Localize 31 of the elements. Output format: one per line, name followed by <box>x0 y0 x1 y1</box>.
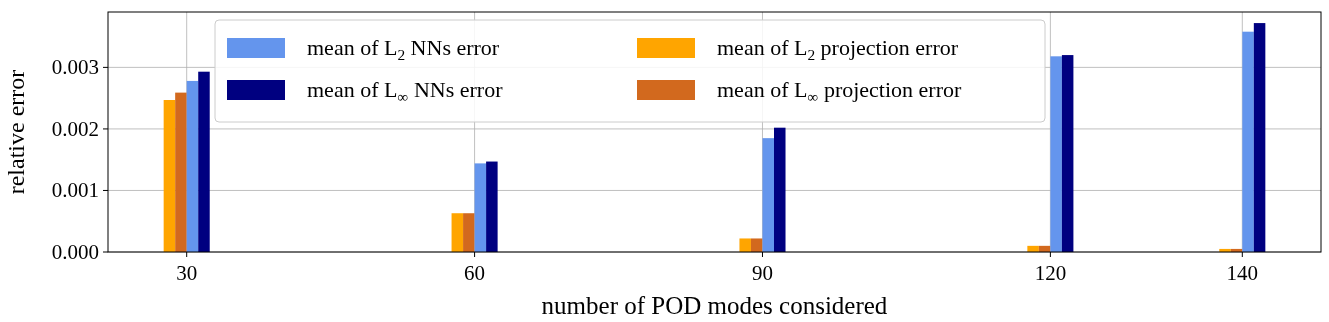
bar <box>451 213 464 252</box>
bar <box>474 163 487 252</box>
bar <box>175 92 187 252</box>
bar <box>1253 23 1266 252</box>
bar <box>1050 56 1062 252</box>
x-tick-label: 60 <box>464 261 486 285</box>
y-tick-label: 0.001 <box>51 178 99 203</box>
x-tick-label: 120 <box>1034 261 1067 285</box>
bar <box>463 213 475 252</box>
bar <box>750 238 763 252</box>
x-tick-label: 90 <box>751 261 773 285</box>
legend-label: mean of L$_{2}$ projection error <box>717 35 959 63</box>
x-tick-label: 30 <box>176 261 198 285</box>
x-tick-label: 140 <box>1226 261 1259 285</box>
y-tick-label: 0.000 <box>51 240 99 264</box>
y-axis-title: relative error <box>3 69 29 195</box>
bar <box>486 161 498 252</box>
bar <box>1061 55 1074 252</box>
bar <box>163 100 176 252</box>
bar <box>739 238 751 252</box>
bar <box>1242 31 1254 252</box>
bar <box>198 71 210 252</box>
bar <box>186 80 199 252</box>
bar <box>762 138 774 252</box>
legend-label: mean of L$_{∞}$ NNs error <box>307 77 504 105</box>
x-axis-title: number of POD modes considered <box>541 292 888 319</box>
bar <box>774 127 786 252</box>
legend-label: mean of L$_{2}$ NNs error <box>307 35 500 63</box>
y-tick-label: 0.003 <box>51 55 99 80</box>
y-tick-label: 0.002 <box>51 116 99 141</box>
legend-label: mean of L$_{∞}$ projection error <box>717 77 962 105</box>
